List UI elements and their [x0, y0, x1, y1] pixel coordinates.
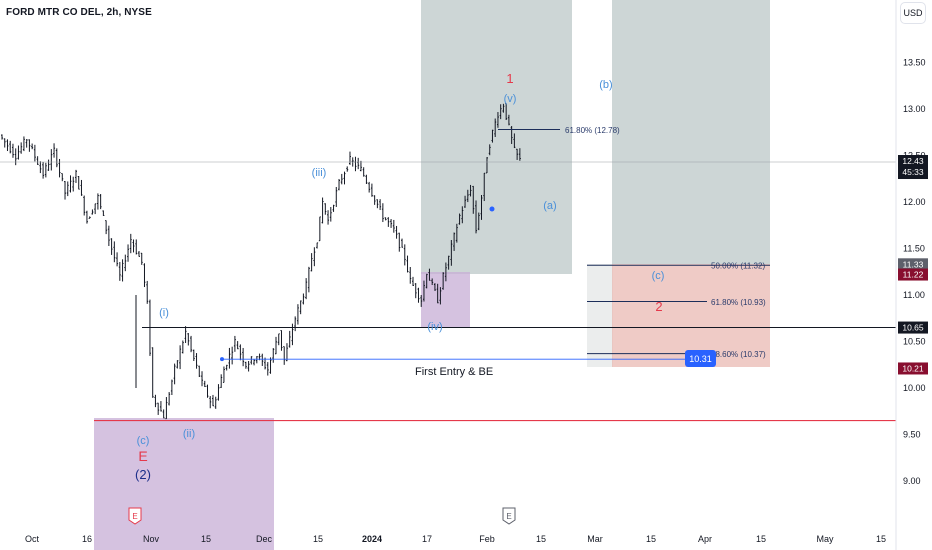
- wave-label: (iii): [312, 167, 327, 179]
- time-tick: Feb: [479, 534, 495, 544]
- entry-anchor: [220, 357, 224, 362]
- fib-label: 78.60% (10.37): [711, 350, 766, 359]
- time-tick: 15: [876, 534, 886, 544]
- teal-zone-wave1: [421, 0, 572, 274]
- fib-label: 61.80% (10.93): [711, 298, 766, 307]
- price-tick: 13.00: [903, 104, 926, 114]
- time-tick: Nov: [143, 534, 160, 544]
- price-badge: [898, 321, 928, 334]
- wave-label: 2: [655, 299, 662, 314]
- price-badge-label: 11.33: [903, 259, 924, 269]
- labels-layer: 61.80% (12.78) 50.00% (11.32) 61.80% (10.9…: [128, 71, 766, 525]
- wave-label: (a): [543, 200, 556, 212]
- price-tick: 10.50: [903, 337, 926, 347]
- wave-label: (i): [159, 307, 169, 319]
- time-tick: Apr: [698, 534, 712, 544]
- price-tick: 9.50: [903, 430, 921, 440]
- first-entry-label: First Entry & BE: [415, 366, 493, 378]
- time-tick: Dec: [256, 534, 273, 544]
- time-tick: Oct: [25, 534, 40, 544]
- wave-label: (b): [599, 79, 612, 91]
- price-tick: 11.00: [903, 290, 925, 300]
- price-badge: [898, 258, 928, 271]
- wave-label: (iv): [427, 321, 442, 333]
- price-badge: [898, 362, 928, 375]
- price-badge-countdown: 45:33: [902, 167, 924, 177]
- wave-label: (2): [135, 467, 151, 482]
- currency-button[interactable]: USD: [900, 2, 926, 24]
- wave-label: (v): [504, 93, 517, 105]
- time-tick: Mar: [587, 534, 603, 544]
- candles-layer: [1, 102, 521, 420]
- zones-layer: [94, 0, 770, 550]
- earnings-marker-label: E: [506, 512, 511, 521]
- time-tick: 15: [201, 534, 211, 544]
- price-tick: 13.50: [903, 58, 926, 68]
- price-badge-label: 10.65: [902, 323, 924, 333]
- wave-label: (ii): [183, 428, 195, 440]
- marker-dot: [489, 206, 495, 212]
- wave-label: (c): [652, 270, 665, 282]
- purple-zone-2: [94, 418, 274, 550]
- price-tick: 12.00: [903, 197, 926, 207]
- price-badge-label: 12.43: [902, 156, 924, 166]
- time-tick: 17: [422, 534, 432, 544]
- time-tick: May: [816, 534, 834, 544]
- teal-zone-b: [612, 0, 770, 264]
- earnings-marker[interactable]: [502, 507, 516, 525]
- time-tick: 15: [313, 534, 323, 544]
- price-badge-label: 11.22: [903, 270, 924, 280]
- price-badge: [898, 268, 928, 281]
- price-tick: 10.00: [903, 383, 926, 393]
- price-axis[interactable]: 13.5013.0012.5012.0011.5011.0010.5010.00…: [895, 0, 928, 550]
- earnings-marker[interactable]: [128, 507, 142, 525]
- wave-label: (c): [137, 435, 150, 447]
- time-tick: 15: [536, 534, 546, 544]
- chart-title: FORD MTR CO DEL, 2h, NYSE: [6, 7, 152, 18]
- time-axis[interactable]: Oct 16 Nov 15 Dec 15 2024 17 Feb 15 Mar 15 Apr 15 May 1…: [25, 534, 886, 544]
- time-tick: 2024: [362, 534, 382, 544]
- fib-label: 61.80% (12.78): [565, 126, 620, 135]
- entry-badge-label: 10.31: [689, 354, 712, 364]
- time-tick: 16: [82, 534, 92, 544]
- grey-zone: [587, 264, 613, 367]
- time-tick: 15: [646, 534, 656, 544]
- earnings-marker-label: E: [132, 512, 137, 521]
- price-tick: 9.00: [903, 476, 921, 486]
- red-zone-wave2: [612, 264, 770, 367]
- price-badge-label: 10.21: [902, 363, 924, 373]
- price-tick: 11.50: [903, 244, 925, 254]
- time-tick: 15: [756, 534, 766, 544]
- price-badge: [898, 155, 928, 180]
- fib-label: 50.00% (11.32): [711, 262, 765, 271]
- wave-label: 1: [506, 71, 513, 86]
- wave-label: E: [138, 448, 147, 464]
- entry-badge[interactable]: [685, 350, 716, 367]
